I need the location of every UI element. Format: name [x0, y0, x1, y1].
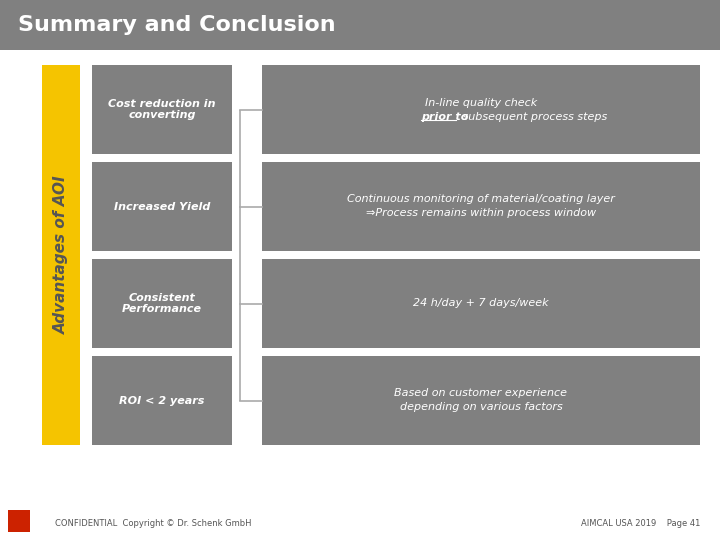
FancyBboxPatch shape	[262, 65, 700, 154]
Text: ⇒Process remains within process window: ⇒Process remains within process window	[366, 208, 596, 219]
FancyBboxPatch shape	[92, 259, 232, 348]
Text: CONFIDENTIAL  Copyright © Dr. Schenk GmbH: CONFIDENTIAL Copyright © Dr. Schenk GmbH	[55, 519, 251, 528]
Text: Advantages of AOI: Advantages of AOI	[53, 176, 68, 334]
FancyBboxPatch shape	[92, 356, 232, 445]
FancyBboxPatch shape	[8, 510, 30, 532]
Text: Based on customer experience: Based on customer experience	[395, 388, 567, 399]
Text: Increased Yield: Increased Yield	[114, 201, 210, 212]
Text: depending on various factors: depending on various factors	[400, 402, 562, 413]
Text: 24 h/day + 7 days/week: 24 h/day + 7 days/week	[413, 299, 549, 308]
FancyBboxPatch shape	[0, 0, 720, 50]
Text: prior to: prior to	[421, 111, 469, 122]
Text: subsequent process steps: subsequent process steps	[459, 111, 607, 122]
Text: In-line quality check: In-line quality check	[425, 98, 537, 107]
FancyBboxPatch shape	[262, 356, 700, 445]
FancyBboxPatch shape	[262, 162, 700, 251]
Text: Summary and Conclusion: Summary and Conclusion	[18, 15, 336, 35]
FancyBboxPatch shape	[42, 65, 80, 445]
Text: Cost reduction in
converting: Cost reduction in converting	[108, 99, 216, 120]
Text: AIMCAL USA 2019    Page 41: AIMCAL USA 2019 Page 41	[580, 519, 700, 528]
Text: Continuous monitoring of material/coating layer: Continuous monitoring of material/coatin…	[347, 194, 615, 205]
FancyBboxPatch shape	[92, 162, 232, 251]
FancyBboxPatch shape	[92, 65, 232, 154]
Text: Consistent
Performance: Consistent Performance	[122, 293, 202, 314]
Text: ROI < 2 years: ROI < 2 years	[120, 395, 204, 406]
FancyBboxPatch shape	[262, 259, 700, 348]
